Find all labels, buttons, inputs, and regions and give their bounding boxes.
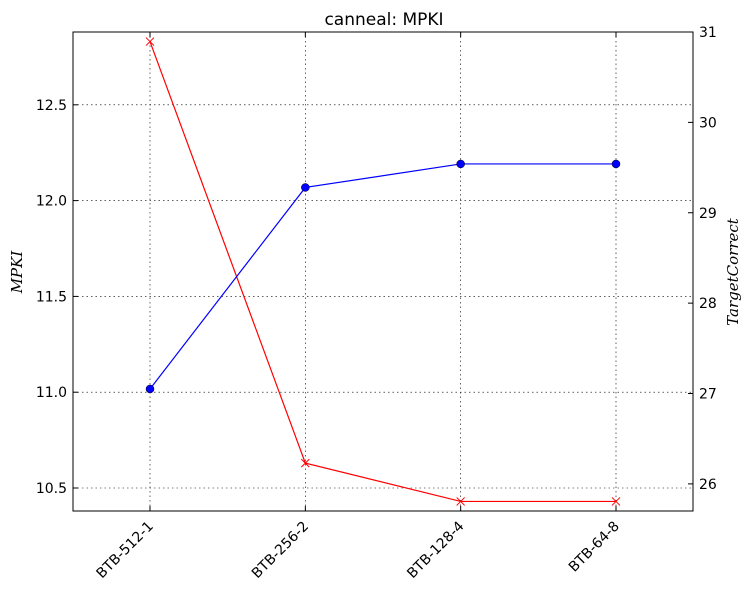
grid	[73, 32, 693, 511]
series	[145, 37, 621, 506]
data-point	[145, 384, 155, 394]
y-tick-label-left: 11.5	[36, 289, 67, 305]
x-tick-label: BTB-128-4	[404, 518, 467, 581]
y-tick-label-left: 12.5	[36, 98, 67, 114]
x-tick-label: BTB-512-1	[94, 519, 157, 582]
y-tick-label-right: 30	[699, 115, 717, 131]
y-tick-label-right: 27	[699, 387, 717, 403]
y-tick-label-left: 10.5	[36, 481, 67, 497]
x-tick-label: BTB-64-8	[566, 519, 623, 576]
y-tick-label-right: 31	[699, 25, 717, 41]
y-tick-label-left: 12.0	[36, 194, 67, 210]
y-tick-label-right: 26	[699, 477, 717, 493]
y-tick-label-right: 29	[699, 206, 717, 222]
data-point	[611, 497, 621, 506]
series-line-0	[149, 41, 616, 503]
axes: BTB-512-1 BTB-256-2 BTB-128-4 BTB-64-8 10.5 1…	[36, 25, 717, 582]
y-axis-label-left: MPKI	[8, 250, 26, 295]
y-tick-label-left: 11.0	[36, 385, 67, 401]
y-axis-label-right: TargetCorrect	[724, 217, 742, 326]
data-point	[456, 159, 465, 169]
series-line-1	[149, 163, 616, 390]
data-point	[145, 37, 155, 46]
plot-frame	[72, 31, 694, 512]
data-point	[611, 159, 621, 169]
data-point	[301, 183, 310, 192]
x-tick-label: BTB-256-2	[249, 519, 312, 582]
y-tick-label-right: 28	[699, 296, 717, 312]
data-point	[300, 458, 310, 468]
data-point	[456, 497, 466, 506]
chart-title: canneal: MPKI	[324, 10, 443, 30]
